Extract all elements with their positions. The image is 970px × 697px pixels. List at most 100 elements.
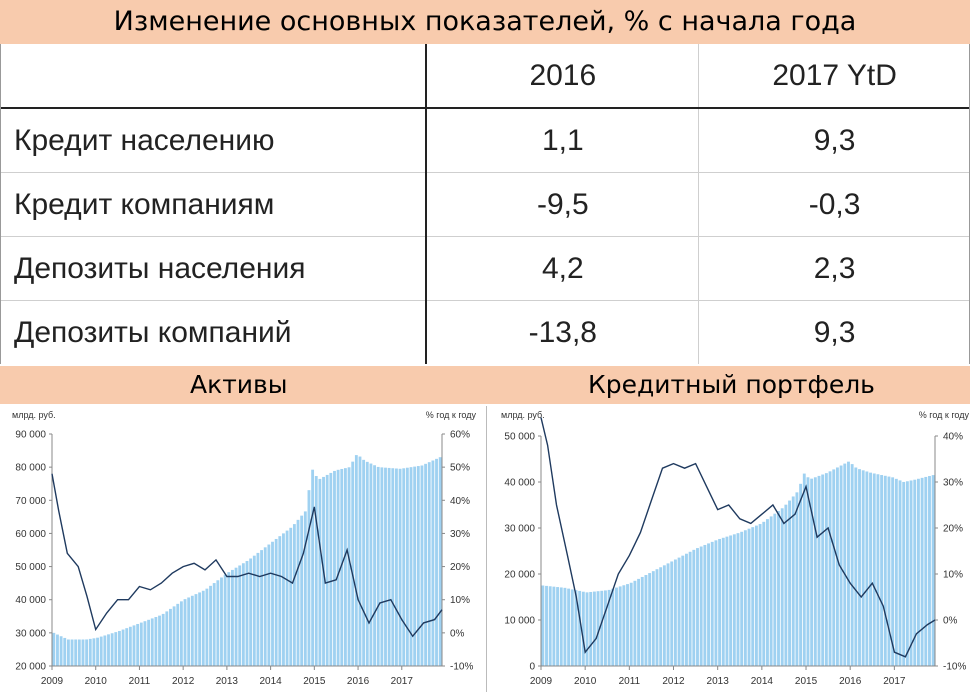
bar: [920, 477, 924, 666]
bar: [574, 590, 578, 666]
bar: [677, 557, 681, 666]
left-tick-label: 30 000: [504, 524, 535, 535]
right-unit-label: % год к году: [919, 410, 970, 420]
bar: [924, 476, 928, 666]
bar: [241, 563, 245, 666]
bar: [788, 500, 791, 666]
bar: [810, 478, 814, 666]
bar: [74, 639, 78, 666]
bar: [285, 530, 289, 666]
bar: [696, 548, 699, 666]
table-row: Депозиты населения 4,2 2,3: [0, 236, 970, 301]
row-label: Депозиты населения: [0, 236, 428, 301]
bar: [296, 519, 300, 666]
bar: [670, 561, 674, 666]
bar: [729, 535, 733, 666]
left-unit-label: млрд. руб.: [501, 410, 545, 420]
bar: [931, 475, 935, 666]
bar: [736, 533, 740, 666]
bar: [869, 472, 872, 666]
left-tick-label: 0: [529, 662, 535, 673]
x-tick-label: 2012: [662, 676, 685, 687]
bar: [165, 611, 169, 666]
bar: [405, 467, 409, 666]
bar: [267, 544, 271, 666]
table-row: Кредит компаниям -9,5 -0,3: [0, 172, 970, 237]
bar: [125, 628, 129, 666]
loan-portfolio-chart-svg: млрд. руб. % год к году 0 10 000 20 000 30 00…: [501, 410, 970, 687]
bar: [861, 470, 865, 666]
bar: [541, 585, 545, 666]
bar: [880, 475, 884, 666]
bar: [260, 550, 263, 666]
bar: [282, 533, 285, 666]
bar: [435, 458, 438, 666]
bar: [685, 553, 688, 666]
row-label: Кредит компаниям: [0, 172, 428, 237]
bar: [699, 546, 703, 666]
bar: [578, 590, 582, 666]
bar: [66, 639, 70, 666]
bar: [865, 471, 869, 666]
bar: [343, 468, 347, 666]
bar: [431, 460, 435, 666]
bar: [913, 479, 917, 666]
bar: [813, 477, 817, 666]
bar: [891, 477, 895, 666]
bar: [894, 478, 898, 666]
bar: [387, 467, 391, 666]
bar: [905, 481, 909, 666]
bar: [249, 558, 253, 666]
table-row: Депозиты компаний -13,8 9,3: [0, 300, 970, 364]
bar: [278, 536, 282, 666]
bar: [340, 468, 344, 666]
bar: [600, 590, 604, 666]
x-tick-label: 2016: [839, 676, 862, 687]
x-tick-label: 2014: [751, 676, 774, 687]
bar: [183, 599, 187, 666]
x-tick-label: 2016: [347, 676, 370, 687]
bar: [592, 591, 596, 666]
bar: [832, 469, 836, 666]
bar: [640, 576, 644, 666]
left-tick-label: 80 000: [15, 463, 46, 474]
x-tick-label: 2011: [619, 676, 641, 687]
bar: [252, 555, 256, 666]
header-cell-empty: [0, 44, 428, 109]
bar: [725, 536, 729, 666]
bar: [103, 635, 107, 666]
bar: [292, 524, 296, 666]
bar: [589, 591, 593, 666]
bar: [128, 626, 132, 666]
bar: [231, 569, 234, 666]
assets-chart: млрд. руб. % год к году 20 000 30 000 40 000…: [0, 406, 486, 692]
bar: [626, 584, 629, 666]
bar: [179, 601, 183, 666]
bar: [121, 629, 125, 666]
bar: [52, 632, 56, 666]
bar: [710, 541, 714, 666]
bar: [732, 534, 736, 666]
bar: [773, 513, 777, 666]
right-tick-label: 20%: [943, 524, 963, 535]
bar: [209, 585, 212, 666]
bar: [227, 572, 231, 666]
bar: [362, 459, 366, 666]
bar: [740, 531, 744, 666]
bar: [791, 496, 795, 666]
left-tick-label: 90 000: [15, 430, 46, 441]
bar: [158, 615, 161, 666]
bar: [376, 466, 380, 666]
bar: [615, 587, 618, 666]
bar: [347, 467, 351, 666]
header-cell-2016: 2016: [426, 44, 700, 109]
bar: [887, 476, 891, 666]
bar: [427, 462, 431, 666]
bar: [758, 524, 762, 666]
bar: [585, 592, 589, 666]
x-tick-label: 2011: [129, 676, 151, 687]
bar: [629, 582, 633, 666]
x-tick-label: 2017: [391, 676, 414, 687]
bar: [329, 472, 333, 666]
right-tick-label: 30%: [943, 478, 963, 489]
